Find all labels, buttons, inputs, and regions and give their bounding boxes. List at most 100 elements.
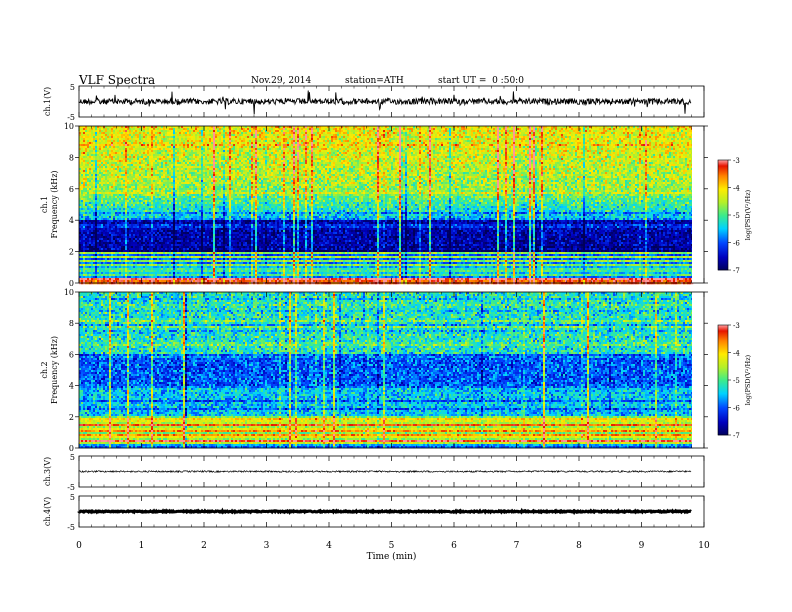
spectrogram-cell [331, 130, 333, 132]
spectrogram-cell [533, 128, 535, 130]
spectrogram-cell [315, 128, 317, 130]
spectrogram-cell [105, 130, 107, 132]
spectrogram-cell [387, 128, 389, 130]
spectrogram-cell [559, 128, 561, 130]
spectrogram-cell [283, 130, 285, 132]
spectrogram-cell [191, 130, 193, 132]
spectrogram-cell [189, 128, 191, 130]
spectrogram-cell [313, 128, 315, 130]
spectrogram-cell [299, 130, 301, 132]
spectrogram-cell [219, 130, 221, 132]
spectrogram-cell [393, 130, 395, 132]
spectrogram-cell [643, 128, 645, 130]
spectrogram-cell [349, 128, 351, 130]
spectrogram-cell [351, 130, 353, 132]
spectrogram-cell [179, 130, 181, 132]
spectrogram-cell [217, 130, 219, 132]
spectrogram-cell [333, 128, 335, 130]
spectrogram-cell [607, 128, 609, 130]
spectrogram-cell [357, 130, 359, 132]
spectrogram-cell [291, 130, 293, 132]
spectrogram-cell [323, 130, 325, 132]
spectrogram-cell [101, 130, 103, 132]
spectrogram-cell [609, 128, 611, 130]
spectrogram-cell [375, 130, 377, 132]
spectrogram-cell [195, 128, 197, 130]
spectrogram-cell [129, 128, 131, 130]
spectrogram-cell [243, 130, 245, 132]
spectrogram-cell [547, 128, 549, 130]
vlf-spectra-figure: 5-5ch.1(V)0246810ch.1 Frequency (kHz)-3-4… [0, 0, 792, 612]
spectrogram-cell [495, 128, 497, 130]
spectrogram-cell [351, 128, 353, 130]
spectrogram-cell [667, 128, 669, 130]
spectrogram-cell [299, 128, 301, 130]
spectrogram-cell [163, 130, 165, 132]
spectrogram-cell [271, 130, 273, 132]
spectrogram-cell [121, 130, 123, 132]
spectrogram-cell [125, 128, 127, 130]
spectrogram-cell [675, 128, 677, 130]
spectrogram-cell [343, 130, 345, 132]
spectrogram-cell [97, 130, 99, 132]
spectrogram-cell [397, 128, 399, 130]
spectrogram-cell [103, 130, 105, 132]
y-tick-label: 5 [70, 83, 75, 92]
spectrogram-cell [281, 128, 283, 130]
spectrogram-cell [565, 128, 567, 130]
spectrogram-cell [635, 128, 637, 130]
spectrogram-cell [97, 128, 99, 130]
spectrogram-cell [595, 128, 597, 130]
spectrogram-cell [115, 128, 117, 130]
spectrogram-cell [555, 128, 557, 130]
spectrogram-cell [117, 128, 119, 130]
spectrogram-cell [261, 128, 263, 130]
spectrogram-cell [401, 128, 403, 130]
spectrogram-cell [335, 128, 337, 130]
spectrogram-cell [687, 128, 689, 130]
spectrogram-cell [109, 130, 111, 132]
spectrogram-cell [671, 128, 673, 130]
spectrogram-cell [311, 128, 313, 130]
spectrogram-cell [95, 130, 97, 132]
spectrogram-cell [207, 128, 209, 130]
spectrogram-cell [255, 130, 257, 132]
spectrogram-cell [223, 128, 225, 130]
spectrogram-cell [311, 130, 313, 132]
spectrogram-cell [407, 130, 409, 132]
spectrogram-cell [349, 130, 351, 132]
spectrogram-cell [623, 128, 625, 130]
spectrogram-cell [605, 128, 607, 130]
spectrogram-cell [439, 128, 441, 130]
spectrogram-cell [159, 128, 161, 130]
spectrogram-cell [295, 128, 297, 130]
spectrogram-cell [365, 130, 367, 132]
spectrogram-cell [529, 128, 531, 130]
spectrogram-cell [81, 130, 83, 132]
spectrogram-cell [317, 128, 319, 130]
spectrogram-cell [429, 128, 431, 130]
ch1-waveform-trace [79, 91, 691, 115]
spectrogram-cell [145, 128, 147, 130]
spectrogram-cell [275, 130, 277, 132]
spectrogram-cell [617, 128, 619, 130]
spectrogram-cell [211, 130, 213, 132]
spectrogram-cell [571, 128, 573, 130]
spectrogram-cell [135, 130, 137, 132]
spectrogram-cell [157, 130, 159, 132]
spectrogram-cell [413, 128, 415, 130]
spectrogram-cell [543, 128, 545, 130]
spectrogram-cell [497, 128, 499, 130]
spectrogram-cell [197, 130, 199, 132]
spectrogram-cell [445, 128, 447, 130]
spectrogram-cell [551, 128, 553, 130]
spectrogram-cell [255, 128, 257, 130]
spectrogram-cell [581, 128, 583, 130]
spectrogram-cell [381, 128, 383, 130]
spectrogram-cell [81, 128, 83, 130]
spectrogram-cell [321, 128, 323, 130]
spectrogram-cell [341, 130, 343, 132]
spectrogram-cell [357, 128, 359, 130]
spectrogram-cell [377, 130, 379, 132]
spectrogram-cell [363, 130, 365, 132]
